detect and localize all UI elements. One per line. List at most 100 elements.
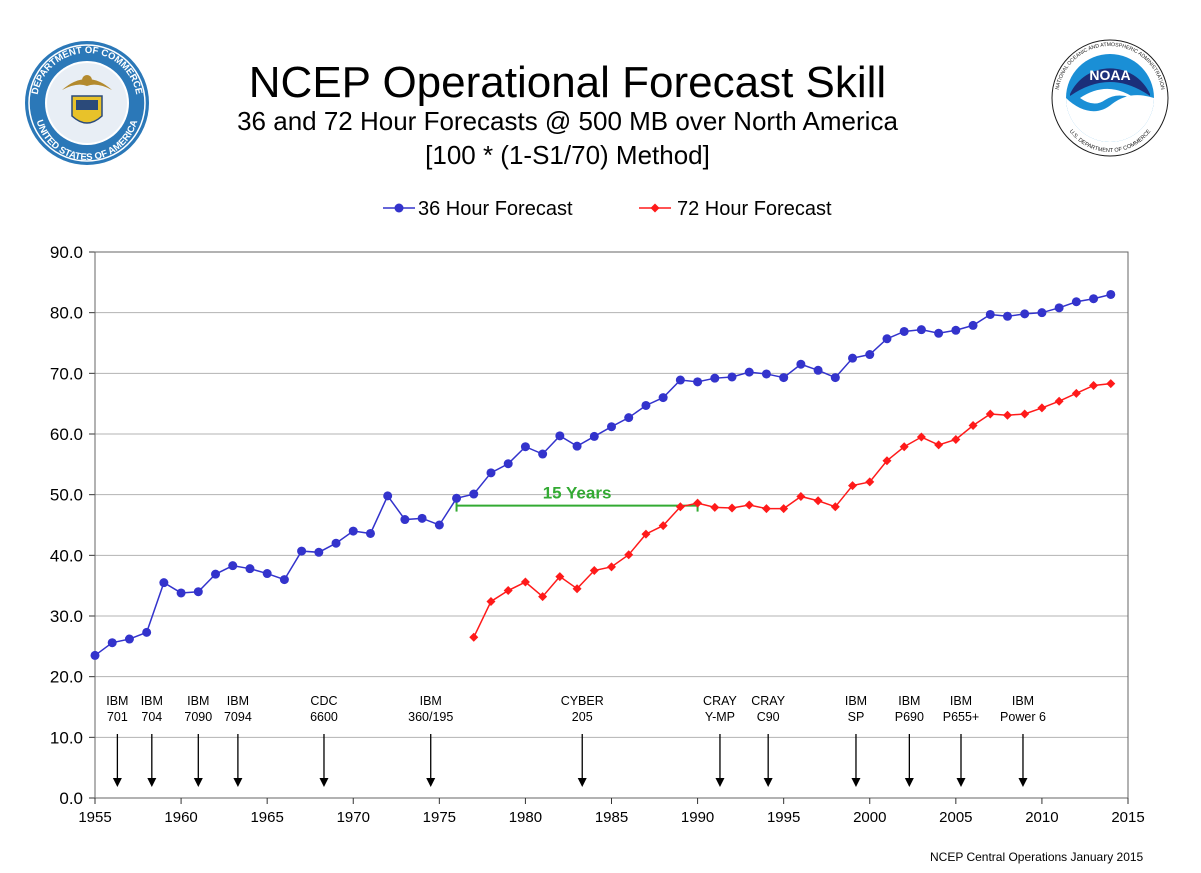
event-label: IBM bbox=[187, 694, 209, 708]
data-point bbox=[1071, 388, 1081, 398]
data-point bbox=[486, 596, 496, 606]
data-point bbox=[211, 569, 221, 579]
event-arrowhead bbox=[193, 778, 203, 787]
data-point bbox=[727, 503, 737, 513]
x-tick-label: 1995 bbox=[767, 809, 800, 826]
data-point bbox=[297, 546, 307, 556]
event-arrowhead bbox=[715, 778, 725, 787]
x-tick-label: 1990 bbox=[681, 809, 714, 826]
data-point bbox=[830, 502, 840, 512]
data-point bbox=[693, 377, 703, 387]
event-arrowhead bbox=[426, 778, 436, 787]
data-point bbox=[589, 431, 599, 441]
data-point bbox=[624, 413, 634, 423]
y-tick-label: 30.0 bbox=[50, 607, 83, 626]
event-label: 6600 bbox=[310, 710, 338, 724]
data-point bbox=[520, 442, 530, 452]
data-point bbox=[365, 528, 375, 538]
data-point bbox=[899, 326, 909, 336]
x-tick-label: 2010 bbox=[1025, 809, 1058, 826]
data-point bbox=[968, 421, 978, 431]
event-label: CDC bbox=[310, 694, 337, 708]
data-point bbox=[865, 350, 875, 360]
data-point bbox=[572, 584, 582, 594]
data-point bbox=[761, 504, 771, 514]
legend-item: 36 Hour Forecast bbox=[383, 198, 573, 220]
data-point bbox=[1089, 380, 1099, 390]
data-point bbox=[951, 325, 961, 335]
data-point bbox=[761, 369, 771, 379]
computer-events: IBM 701 IBM 704 IBM 7090 IBM 7094 CDC 6600 IBM 360/… bbox=[106, 694, 1046, 787]
series-36h bbox=[90, 289, 1116, 660]
x-tick-label: 1970 bbox=[337, 809, 370, 826]
data-point bbox=[279, 575, 289, 585]
data-point bbox=[865, 477, 875, 487]
data-point bbox=[796, 491, 806, 501]
data-point bbox=[1037, 403, 1047, 413]
event-arrowhead bbox=[904, 778, 914, 787]
data-point bbox=[589, 566, 599, 575]
data-point bbox=[710, 502, 720, 512]
data-point bbox=[486, 468, 496, 478]
data-point bbox=[1037, 308, 1047, 318]
data-point bbox=[779, 504, 789, 514]
y-tick-label: 40.0 bbox=[50, 546, 83, 565]
x-tick-label: 1960 bbox=[164, 809, 197, 826]
data-point bbox=[848, 481, 858, 491]
y-tick-label: 70.0 bbox=[50, 364, 83, 383]
event-label: 701 bbox=[107, 710, 128, 724]
event-arrowhead bbox=[319, 778, 329, 787]
event-marker: IBM SP bbox=[845, 694, 867, 787]
x-tick-label: 1955 bbox=[78, 809, 111, 826]
data-point bbox=[796, 359, 806, 369]
series-72h bbox=[469, 379, 1116, 642]
event-label: IBM bbox=[420, 694, 442, 708]
annotations: 15 Years bbox=[455, 484, 699, 512]
data-point bbox=[968, 320, 978, 330]
data-point bbox=[882, 456, 892, 466]
data-point bbox=[520, 577, 530, 587]
event-label: 7090 bbox=[184, 710, 212, 724]
data-point bbox=[985, 409, 995, 419]
event-label: CRAY bbox=[703, 694, 737, 708]
event-label: C90 bbox=[757, 710, 780, 724]
event-arrowhead bbox=[851, 778, 861, 787]
data-point bbox=[882, 334, 892, 344]
data-point bbox=[469, 489, 479, 499]
event-label: P655+ bbox=[943, 710, 980, 724]
data-point bbox=[710, 373, 720, 383]
legend-label: 72 Hour Forecast bbox=[677, 198, 832, 220]
plot-frame bbox=[94, 251, 1129, 799]
data-point bbox=[245, 564, 255, 574]
event-label: 7094 bbox=[224, 710, 252, 724]
series bbox=[90, 289, 1116, 660]
event-arrowhead bbox=[112, 778, 122, 787]
y-tick-label: 80.0 bbox=[50, 304, 83, 323]
y-tick-label: 60.0 bbox=[50, 425, 83, 444]
data-point bbox=[693, 498, 703, 508]
data-point bbox=[830, 373, 840, 383]
y-tick-label: 50.0 bbox=[50, 486, 83, 505]
data-point bbox=[503, 459, 513, 469]
chart-title: NCEP Operational Forecast Skill bbox=[248, 58, 887, 107]
data-point bbox=[434, 520, 444, 530]
event-marker: CRAY Y-MP bbox=[703, 694, 738, 787]
data-point bbox=[899, 442, 909, 452]
y-tick-label: 10.0 bbox=[50, 728, 83, 747]
event-label: 205 bbox=[572, 710, 593, 724]
data-point bbox=[193, 587, 203, 597]
x-tick-label: 1985 bbox=[595, 809, 628, 826]
event-arrowhead bbox=[147, 778, 157, 787]
event-label: IBM bbox=[227, 694, 249, 708]
x-tick-label: 2015 bbox=[1111, 809, 1144, 826]
chart-method-subtitle: [100 * (1-S1/70) Method] bbox=[425, 140, 710, 170]
event-marker: IBM 704 bbox=[141, 694, 163, 787]
data-point bbox=[124, 634, 134, 644]
event-label: P690 bbox=[895, 710, 924, 724]
data-point bbox=[262, 569, 272, 579]
data-point bbox=[469, 632, 479, 642]
data-point bbox=[555, 572, 565, 582]
event-arrowhead bbox=[1018, 778, 1028, 787]
data-point bbox=[1002, 311, 1012, 321]
event-marker: IBM 360/195 bbox=[408, 694, 453, 787]
